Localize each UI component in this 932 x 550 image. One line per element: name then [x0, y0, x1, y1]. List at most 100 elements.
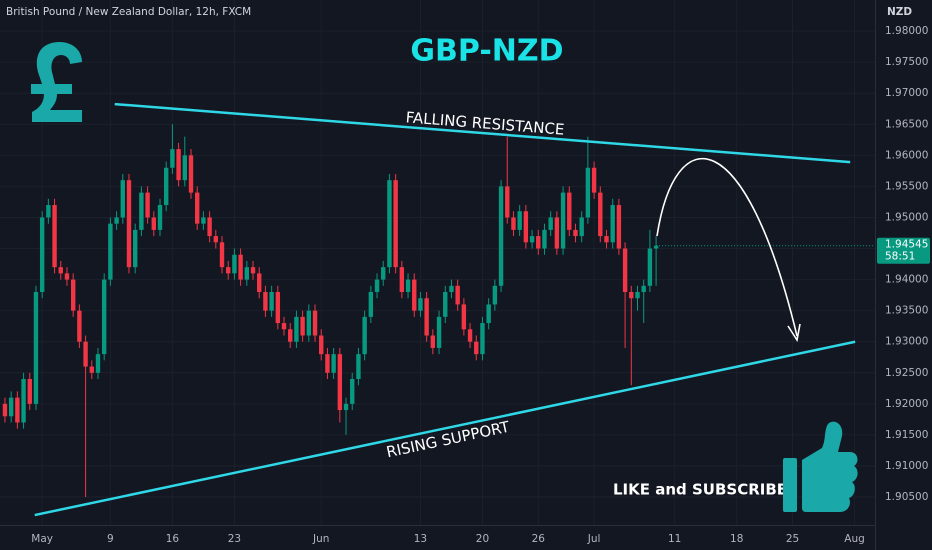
candle-body	[350, 378, 355, 404]
candle-body	[418, 298, 423, 311]
candle-body	[585, 167, 591, 218]
candle-body	[523, 211, 529, 243]
candle-body	[405, 279, 411, 293]
candle-body	[70, 279, 76, 311]
candle-body	[52, 205, 57, 268]
candle-body	[226, 267, 231, 274]
x-tick-label: 23	[228, 533, 241, 545]
y-tick-label: 1.92000	[885, 398, 928, 410]
candle-body	[529, 236, 535, 243]
candle-body	[58, 267, 63, 274]
candle-body	[21, 378, 26, 423]
candle-body	[455, 285, 460, 305]
candle-body	[598, 192, 603, 237]
candle-body	[8, 397, 14, 417]
countdown-label: 58:51	[885, 251, 915, 263]
trendline	[114, 102, 851, 164]
candle-body	[331, 354, 336, 373]
y-tick-label: 1.92500	[885, 367, 928, 379]
candle-body	[139, 192, 144, 230]
candle-body	[480, 323, 485, 355]
candle-body	[560, 192, 566, 249]
candle-body	[511, 217, 516, 230]
x-tick-label: May	[31, 533, 53, 545]
candle-body	[207, 217, 212, 237]
candle-body	[517, 211, 522, 230]
candle-body	[467, 329, 473, 342]
currency-label: NZD	[887, 6, 912, 18]
candle-body	[108, 223, 113, 280]
candle-body	[300, 316, 305, 336]
candle-body	[542, 229, 547, 249]
candle-body	[232, 254, 237, 274]
y-tick-label: 1.96500	[885, 118, 928, 130]
x-tick-label: 9	[107, 533, 114, 545]
projection-arrow	[656, 157, 798, 337]
y-tick-label: 1.93000	[885, 336, 928, 348]
candle-body	[635, 292, 640, 299]
candle-body	[163, 167, 169, 206]
candle-body	[213, 236, 219, 243]
candle-body	[244, 267, 250, 280]
candle-body	[356, 354, 361, 379]
candle-body	[548, 217, 553, 230]
candle-body	[461, 304, 467, 330]
candle-body	[573, 229, 578, 237]
x-tick-label: Jun	[312, 533, 329, 545]
candle-body	[362, 316, 367, 355]
candle-body	[629, 292, 634, 299]
candle-body	[443, 292, 448, 317]
candle-body	[77, 310, 82, 342]
candle-body	[449, 285, 454, 293]
candle-body	[486, 304, 491, 324]
candle-body	[157, 205, 163, 230]
candle-body	[281, 323, 287, 330]
candle-body	[306, 310, 312, 336]
x-tick-label: 11	[668, 533, 681, 545]
y-tick-label: 1.91000	[885, 460, 928, 472]
last-price-box	[877, 237, 930, 264]
symbol-header: British Pound / New Zealand Dollar, 12h,…	[6, 6, 251, 18]
candle-body	[188, 155, 194, 193]
candle-body	[412, 279, 417, 311]
candle-body	[498, 186, 504, 286]
candle-body	[554, 217, 560, 249]
pound-icon	[31, 42, 82, 122]
candle-body	[374, 279, 380, 293]
candle-body	[269, 292, 274, 311]
y-tick-label: 1.94000	[885, 274, 928, 286]
trendline	[34, 340, 856, 517]
candle-body	[294, 316, 299, 342]
candle-body	[343, 403, 349, 411]
candle-body	[436, 316, 442, 348]
candle-body	[381, 267, 386, 280]
last-price-label: 1.94545	[885, 239, 928, 251]
candle-body	[604, 236, 609, 243]
candle-body	[132, 229, 138, 268]
subscribe-label: LIKE and SUBSCRIBE	[613, 481, 787, 499]
candle-body	[201, 217, 206, 224]
x-tick-label: 13	[414, 533, 427, 545]
candle-body	[46, 205, 51, 218]
candle-body	[151, 217, 156, 230]
x-tick-label: 20	[476, 533, 489, 545]
y-tick-label: 1.95500	[885, 180, 928, 192]
candle-body	[15, 397, 20, 423]
candle-body	[195, 192, 200, 224]
candle-body	[126, 180, 132, 268]
x-tick-label: 18	[730, 533, 743, 545]
candle-body	[325, 354, 330, 373]
candle-body	[610, 205, 615, 243]
candle-body	[101, 279, 107, 355]
candle-body	[622, 248, 628, 293]
x-tick-label: Jul	[587, 533, 601, 545]
candle-body	[579, 217, 584, 237]
candle-body	[505, 186, 510, 218]
candle-body	[250, 267, 256, 274]
y-tick-label: 1.97000	[885, 87, 928, 99]
candle-body	[257, 273, 262, 293]
arrow-head	[787, 323, 801, 343]
